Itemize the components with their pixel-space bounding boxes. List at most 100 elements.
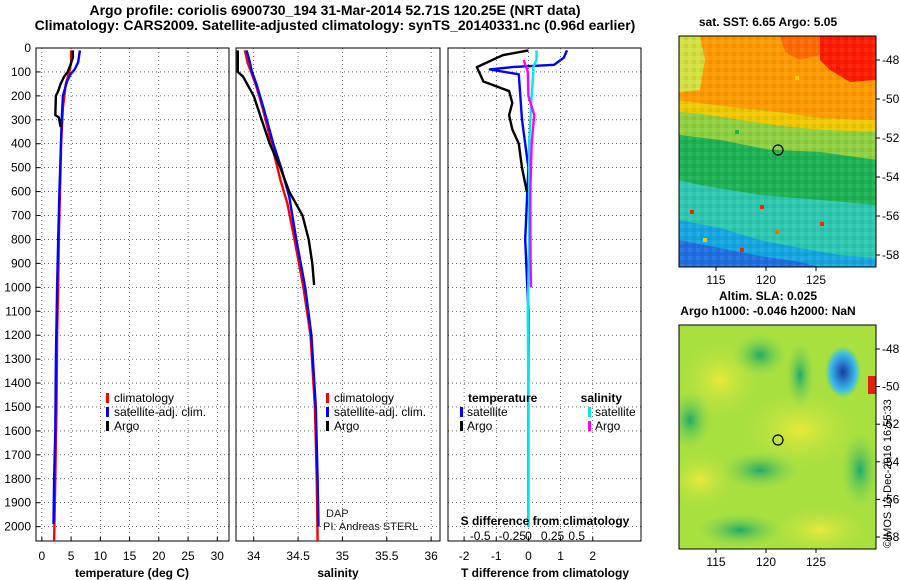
y-tick-label: 200 — [11, 89, 31, 103]
legend-temperature-header: temperature — [468, 391, 538, 405]
salinity-panel: 34 34.5 35 35.5 36 salinity climatology sate… — [235, 47, 441, 580]
y-tick-label: 1700 — [4, 448, 31, 462]
legend-label-satellite: satellite-adj. clim. — [114, 405, 206, 419]
legend-label-t-argo: Argo — [467, 419, 493, 433]
s-diff-tick-label: 0 — [525, 529, 532, 543]
series-line-satellite-adj-clim- — [52, 50, 82, 525]
legend-label-t-satellite: satellite — [467, 405, 508, 419]
legend-label-s-satellite: satellite — [595, 405, 636, 419]
y-tick-label: 500 — [11, 161, 31, 175]
x-tick-label: 34.5 — [286, 549, 310, 563]
map-y-tick-label: -58 — [882, 248, 900, 262]
legend-swatch-t-argo — [460, 421, 463, 431]
map-x-tick-label: 125 — [806, 555, 826, 569]
map-x-tick-label: 115 — [706, 555, 725, 569]
dap-annotation: DAP — [326, 508, 349, 520]
y-tick-label: 1800 — [4, 472, 31, 486]
y-tick-label: 700 — [11, 209, 31, 223]
y-tick-label: 600 — [11, 185, 31, 199]
map-y-tick-label: -56 — [882, 209, 900, 223]
map-y-tick-label: -48 — [882, 342, 900, 356]
map-y-tick-label: -52 — [882, 131, 900, 145]
x-tick-label: 20 — [152, 549, 166, 563]
series-line-s-argo — [522, 59, 536, 288]
x-tick-label: 1 — [557, 549, 564, 563]
legend-label-climatology: climatology — [114, 391, 174, 405]
salinity-legend: climatology satellite-adj. clim. Argo — [326, 391, 426, 433]
legend-swatch-s-argo — [588, 421, 591, 431]
legend-swatch-t-satellite — [460, 407, 463, 417]
figure-subtitle: Climatology: CARS2009. Satellite-adjuste… — [34, 17, 636, 33]
legend-swatch-s-satellite — [588, 407, 591, 417]
s-diff-tick-label: -0.25 — [499, 529, 527, 543]
sst-map-title: sat. SST: 6.65 Argo: 5.05 — [699, 15, 838, 29]
sla-map-panel: Altim. SLA: 0.025 Argo h1000: -0.046 h20… — [678, 289, 900, 569]
s-difference-title: S difference from climatology — [461, 514, 630, 528]
sla-map-title: Altim. SLA: 0.025 — [719, 289, 817, 303]
y-tick-label: 100 — [11, 65, 31, 79]
y-tick-label: 1500 — [4, 400, 31, 414]
x-tick-label: -2 — [459, 549, 470, 563]
legend-swatch-argo — [326, 421, 329, 431]
salinity-xlabel: salinity — [317, 566, 359, 580]
y-tick-label: 1100 — [5, 304, 31, 318]
imos-credit: ©IMOS 13-Dec-2016 16:55:33 — [882, 399, 894, 548]
x-tick-label: 2 — [589, 549, 596, 563]
y-tick-label: 1900 — [4, 496, 31, 510]
map-x-tick-label: 125 — [806, 273, 826, 287]
legend-label-argo: Argo — [114, 419, 140, 433]
series-line-argo — [236, 50, 316, 286]
series-line-s-satellite — [526, 50, 538, 527]
t-difference-xlabel: T difference from climatology — [461, 566, 629, 580]
s-diff-tick-label: 0.5 — [568, 529, 585, 543]
x-tick-label: 0 — [525, 549, 532, 563]
map-y-tick-label: -58 — [882, 530, 900, 544]
y-tick-label: 1600 — [4, 424, 31, 438]
map-y-tick-label: -50 — [882, 380, 900, 394]
s-diff-tick-label: -0.5 — [470, 529, 491, 543]
temperature-panel: 0100200300400500600700800900100011001200… — [4, 41, 230, 580]
figure-title: Argo profile: coriolis 6900730_194 31-Ma… — [89, 2, 581, 18]
sla-map-image — [679, 325, 876, 549]
y-tick-label: 1300 — [4, 352, 31, 366]
x-tick-label: 35.5 — [375, 549, 399, 563]
y-tick-label: 1400 — [4, 376, 31, 390]
legend-label-satellite: satellite-adj. clim. — [334, 405, 426, 419]
series-line-satellite-adj-clim- — [245, 50, 320, 527]
difference-panel: -2 -1 0 1 2 S difference from climatology -0… — [447, 47, 642, 580]
sst-map-image — [679, 36, 876, 267]
x-tick-label: 36 — [424, 549, 438, 563]
legend-label-climatology: climatology — [334, 391, 394, 405]
y-tick-label: 1200 — [4, 328, 31, 342]
temperature-xlabel: temperature (deg C) — [75, 566, 189, 580]
y-tick-label: 800 — [11, 232, 31, 246]
s-diff-tick-label: 0.25 — [541, 529, 565, 543]
map-y-tick-label: -50 — [882, 92, 900, 106]
series-line-argo — [54, 50, 75, 128]
y-tick-label: 900 — [11, 256, 31, 270]
map-x-tick-label: 115 — [706, 273, 725, 287]
x-tick-label: -1 — [491, 549, 502, 563]
argo-location-marker-sst — [772, 144, 784, 156]
map-y-tick-label: -48 — [882, 53, 900, 67]
x-tick-label: 5 — [68, 549, 75, 563]
map-x-tick-label: 120 — [756, 273, 776, 287]
x-tick-label: 35 — [336, 549, 350, 563]
map-x-tick-label: 120 — [756, 555, 776, 569]
map-y-tick-label: -56 — [882, 492, 900, 506]
legend-salinity-header: salinity — [581, 391, 623, 405]
temperature-legend: climatology satellite-adj. clim. Argo — [106, 391, 206, 433]
legend-swatch-satellite — [326, 407, 329, 417]
x-tick-label: 30 — [211, 549, 225, 563]
series-line-t-argo — [475, 49, 529, 192]
x-tick-label: 15 — [123, 549, 137, 563]
x-tick-label: 25 — [181, 549, 195, 563]
y-tick-label: 0 — [24, 41, 31, 55]
y-tick-label: 300 — [11, 113, 31, 127]
map-y-tick-label: -54 — [882, 170, 900, 184]
pi-annotation: PI: Andreas STERL — [323, 521, 418, 533]
y-tick-label: 1000 — [4, 280, 31, 294]
legend-label-s-argo: Argo — [595, 419, 621, 433]
sst-map-panel: sat. SST: 6.65 Argo: 5.05 — [678, 15, 900, 287]
